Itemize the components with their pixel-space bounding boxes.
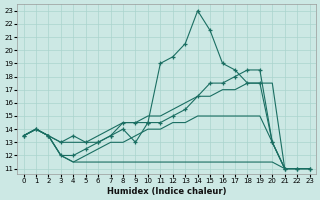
X-axis label: Humidex (Indice chaleur): Humidex (Indice chaleur) [107, 187, 226, 196]
